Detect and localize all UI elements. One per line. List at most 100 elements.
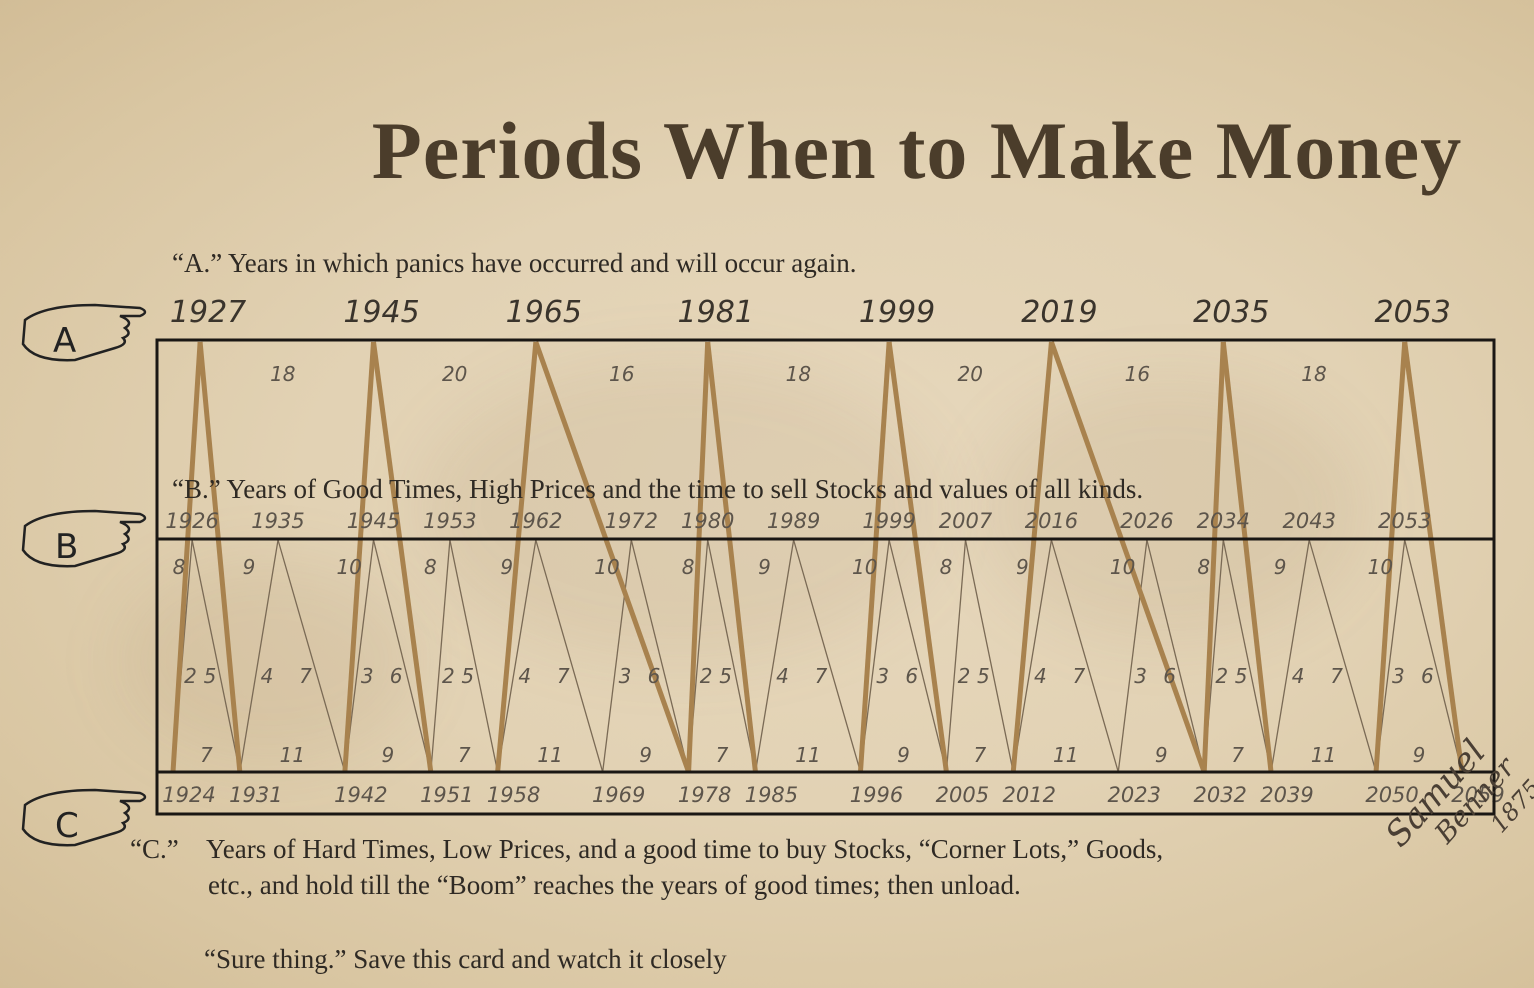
good-year-label: 1926 <box>165 509 218 533</box>
good-interval-label: 9 <box>1016 555 1029 579</box>
description-a: “A.” Years in which panics have occurred… <box>172 248 857 278</box>
panic-peak-line <box>857 341 892 773</box>
good-interval-label: 8 <box>940 555 953 579</box>
hard-year-label: 1942 <box>334 783 387 807</box>
hard-interval-label: 11 <box>1053 743 1078 767</box>
good-peak-line <box>1146 539 1205 773</box>
good-peak-line <box>1404 539 1463 773</box>
good-year-label: 2053 <box>1378 509 1431 533</box>
rise-label: 2 <box>700 664 713 688</box>
good-peak-line <box>754 539 795 773</box>
good-peak-line <box>793 539 862 773</box>
hard-interval-label: 7 <box>458 743 471 767</box>
rise-label: 4 <box>776 664 789 688</box>
good-interval-label: 8 <box>424 555 437 579</box>
good-year-label: 1980 <box>681 509 734 533</box>
fall-label: 7 <box>299 664 312 688</box>
hard-year-label: 1958 <box>487 783 540 807</box>
description-c-line1: Years of Hard Times, Low Prices, and a g… <box>206 834 1164 864</box>
hard-year-label: 2023 <box>1108 783 1161 807</box>
page-title: Periods When to Make Money <box>371 105 1463 196</box>
good-peak-line <box>1308 539 1377 773</box>
good-interval-label: 10 <box>852 555 877 579</box>
panic-year-label: 1927 <box>170 295 246 330</box>
good-year-label: 1953 <box>423 509 476 533</box>
hard-interval-label: 7 <box>716 743 729 767</box>
footer-note: “Sure thing.” Save this card and watch i… <box>204 944 727 974</box>
rise-label: 2 <box>184 664 197 688</box>
good-interval-label: 10 <box>1110 555 1135 579</box>
panic-interval-label: 20 <box>442 362 467 386</box>
rise-label: 4 <box>518 664 531 688</box>
fall-label: 5 <box>1235 664 1248 688</box>
panic-peak-line <box>705 341 758 773</box>
rise-label: 2 <box>958 664 971 688</box>
hard-year-label: 2012 <box>1003 783 1056 807</box>
panic-year-label: 1965 <box>506 295 582 330</box>
hard-interval-label: 7 <box>200 743 213 767</box>
marker-c-label: C <box>55 806 79 846</box>
good-peak-line <box>239 539 279 773</box>
marker-a-label: A <box>53 321 76 361</box>
panic-interval-label: 18 <box>786 362 811 386</box>
hard-year-label: 1924 <box>162 783 215 807</box>
fall-label: 6 <box>390 664 403 688</box>
good-interval-label: 10 <box>594 555 619 579</box>
good-interval-label: 9 <box>1274 555 1287 579</box>
good-peak-line <box>1222 539 1272 773</box>
good-interval-label: 8 <box>1197 555 1210 579</box>
hard-interval-label: 7 <box>1231 743 1244 767</box>
panic-peak-line <box>342 341 377 773</box>
description-c-line2: etc., and hold till the “Boom” reaches t… <box>208 870 1021 900</box>
hard-year-label: 1951 <box>420 783 473 807</box>
panic-peak-line <box>197 341 243 773</box>
pointing-hand-c-icon: C <box>21 788 147 847</box>
good-year-label: 2007 <box>939 509 993 533</box>
hard-year-label: 1985 <box>745 783 798 807</box>
fall-label: 6 <box>648 664 661 688</box>
good-peak-line <box>496 539 537 773</box>
pointing-hand-b-icon: B <box>21 509 147 568</box>
hard-interval-label: 9 <box>639 743 652 767</box>
panic-year-label: 1981 <box>678 295 754 330</box>
hard-interval-label: 11 <box>280 743 305 767</box>
fall-label: 5 <box>461 664 474 688</box>
rise-label: 3 <box>619 664 632 688</box>
panel-c-frame <box>155 770 1496 816</box>
panic-peak-line <box>1220 341 1274 773</box>
description-c-label: “C.” <box>130 834 179 864</box>
hard-year-label: 2005 <box>936 783 989 807</box>
fall-label: 5 <box>204 664 217 688</box>
good-peak-line <box>277 539 346 773</box>
good-interval-label: 10 <box>336 555 361 579</box>
good-year-label: 1962 <box>509 509 562 533</box>
good-peak-line <box>1270 539 1310 773</box>
good-year-label: 2034 <box>1197 509 1250 533</box>
panic-peak-line <box>170 341 203 773</box>
good-year-label: 1999 <box>862 509 915 533</box>
fall-label: 7 <box>815 664 828 688</box>
panic-peak-line <box>686 341 711 773</box>
fall-label: 6 <box>1421 664 1434 688</box>
hard-interval-label: 11 <box>537 743 562 767</box>
panic-year-label: 2053 <box>1375 295 1451 330</box>
rise-label: 3 <box>361 664 374 688</box>
rise-label: 2 <box>442 664 455 688</box>
good-peak-line <box>945 539 967 773</box>
rise-label: 4 <box>1292 664 1305 688</box>
rise-label: 4 <box>1034 664 1047 688</box>
fall-label: 7 <box>557 664 570 688</box>
panic-year-label: 1999 <box>859 295 935 330</box>
hard-interval-label: 9 <box>1413 743 1426 767</box>
panic-interval-label: 16 <box>609 362 634 386</box>
panic-peak-line <box>1402 341 1465 773</box>
panic-interval-label: 18 <box>1301 362 1326 386</box>
panic-peak-line <box>495 341 539 773</box>
good-peak-line <box>630 539 690 773</box>
hard-interval-label: 7 <box>973 743 986 767</box>
good-peak-line <box>535 539 604 773</box>
panic-year-label: 2019 <box>1021 295 1097 330</box>
fall-label: 5 <box>719 664 732 688</box>
rise-label: 3 <box>876 664 889 688</box>
